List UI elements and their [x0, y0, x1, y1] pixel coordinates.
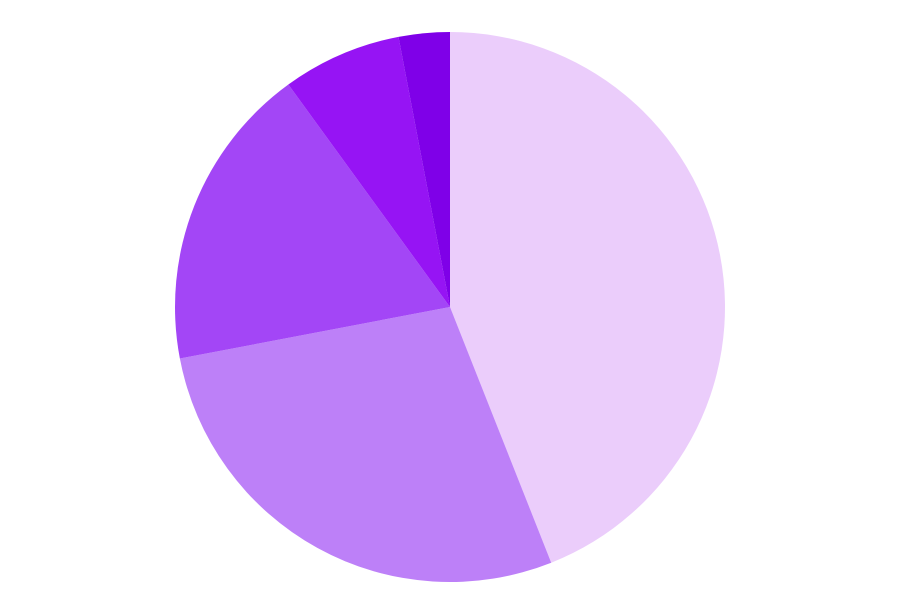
pie-chart [0, 0, 900, 615]
pie-chart-svg [0, 0, 900, 615]
